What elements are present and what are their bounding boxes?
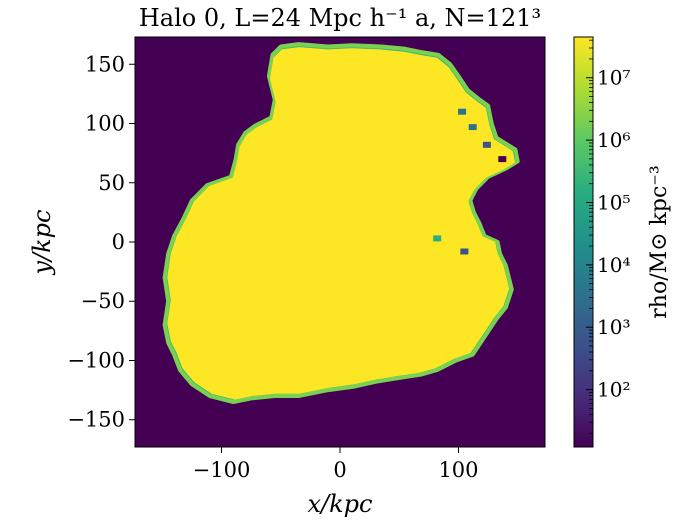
- y-tick-label: 150: [85, 52, 125, 76]
- low-density-feature: [458, 108, 467, 115]
- colorbar-tick-label: 10²: [597, 378, 630, 402]
- x-axis-label: x/kpc: [308, 490, 373, 518]
- x-tick-label: −100: [193, 458, 251, 482]
- colorbar-gradient: [573, 36, 594, 448]
- colorbar-label: rho/M⊙ kpc⁻³: [647, 165, 672, 318]
- colorbar-tick-label: 10⁴: [597, 253, 630, 277]
- colorbar-tick-label: 10⁷: [597, 66, 630, 90]
- low-density-feature: [460, 248, 469, 255]
- x-tick-label: 0: [333, 458, 346, 482]
- colorbar-tick-label: 10⁶: [597, 128, 630, 152]
- colorbar: 10² 10³ 10⁴ 10⁵ 10⁶ 10⁷: [573, 36, 630, 448]
- y-tick-label: 0: [112, 230, 125, 254]
- plot-area: [134, 36, 546, 448]
- low-density-feature: [468, 124, 477, 131]
- halo-high-density-region: [167, 47, 516, 400]
- colorbar-tick-label: 10⁵: [597, 190, 630, 214]
- x-tick-label: 100: [438, 458, 478, 482]
- colorbar-tick-label: 10³: [597, 315, 630, 339]
- chart-title: Halo 0, L=24 Mpc h⁻¹ a, N=121³: [139, 4, 541, 32]
- low-density-feature: [482, 141, 491, 148]
- y-tick-label: 50: [98, 171, 125, 195]
- y-tick-label: −50: [81, 289, 125, 313]
- low-density-feature: [498, 156, 507, 163]
- y-axis-label: y/kpc: [28, 210, 56, 276]
- y-tick-label: −150: [67, 408, 125, 432]
- low-density-feature: [433, 235, 442, 242]
- y-tick-label: 100: [85, 112, 125, 136]
- y-tick-label: −100: [67, 348, 125, 372]
